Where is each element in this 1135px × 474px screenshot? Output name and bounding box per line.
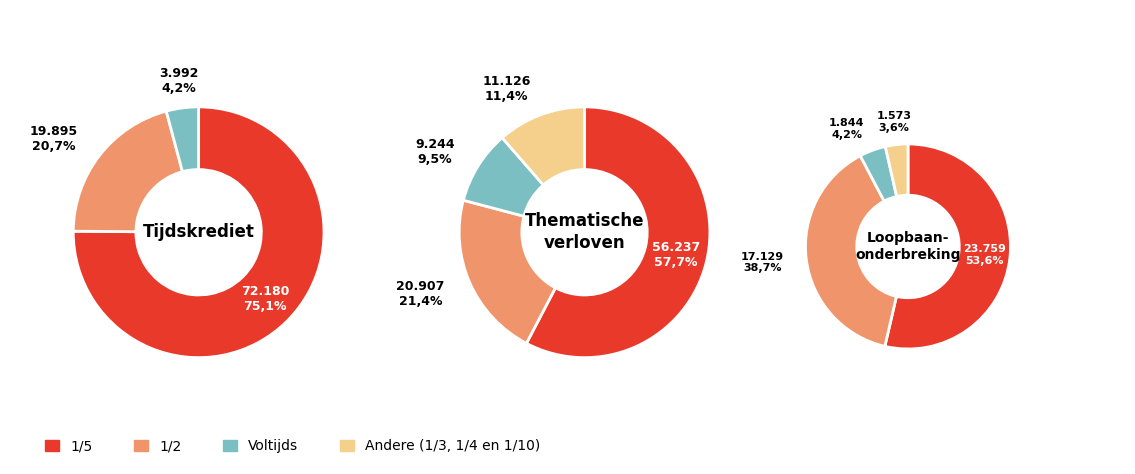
Text: 20.907
21,4%: 20.907 21,4% [396, 280, 445, 308]
Wedge shape [74, 107, 323, 358]
Text: 1.844
4,2%: 1.844 4,2% [830, 118, 865, 140]
Text: 3.992
4,2%: 3.992 4,2% [159, 67, 199, 95]
Text: 23.759
53,6%: 23.759 53,6% [962, 245, 1006, 266]
Text: 17.129
38,7%: 17.129 38,7% [741, 252, 784, 273]
Text: Tijdskrediet: Tijdskrediet [143, 223, 254, 241]
Text: Thematische
verloven: Thematische verloven [524, 212, 645, 252]
Wedge shape [74, 111, 183, 232]
Wedge shape [166, 107, 199, 172]
Wedge shape [527, 107, 709, 358]
Text: 11.126
11,4%: 11.126 11,4% [482, 75, 531, 103]
Text: 19.895
20,7%: 19.895 20,7% [30, 125, 77, 153]
Text: 9.244
9,5%: 9.244 9,5% [415, 137, 455, 165]
Wedge shape [806, 156, 897, 346]
Wedge shape [463, 138, 544, 216]
Wedge shape [885, 144, 908, 197]
Text: 72.180
75,1%: 72.180 75,1% [241, 285, 289, 313]
Wedge shape [460, 200, 555, 343]
Text: 56.237
57,7%: 56.237 57,7% [651, 241, 700, 269]
Text: Loopbaan-
onderbreking: Loopbaan- onderbreking [856, 231, 960, 262]
Legend: 1/5, 1/2, Voltijds, Andere (1/3, 1/4 en 1/10): 1/5, 1/2, Voltijds, Andere (1/3, 1/4 en … [41, 435, 544, 457]
Wedge shape [502, 107, 585, 185]
Text: 1.573
3,6%: 1.573 3,6% [876, 111, 911, 133]
Wedge shape [860, 146, 897, 201]
Wedge shape [885, 144, 1010, 349]
